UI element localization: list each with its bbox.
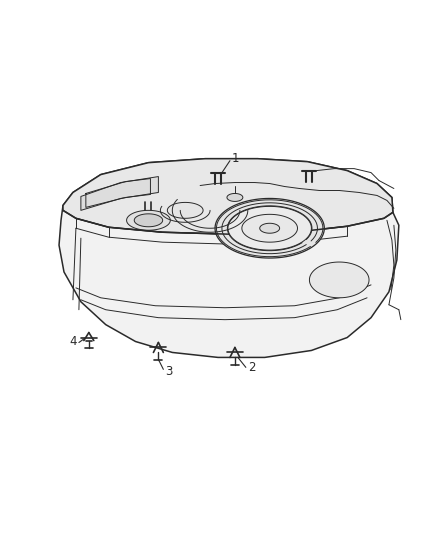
Polygon shape [227, 193, 243, 201]
Polygon shape [260, 223, 279, 233]
Polygon shape [59, 159, 399, 358]
Text: 3: 3 [165, 365, 173, 378]
Text: 1: 1 [232, 152, 240, 165]
Polygon shape [134, 214, 162, 227]
Polygon shape [309, 262, 369, 298]
Polygon shape [167, 203, 203, 219]
Polygon shape [228, 206, 311, 250]
Polygon shape [81, 176, 159, 211]
Polygon shape [215, 198, 324, 258]
Text: 4: 4 [69, 335, 77, 348]
Polygon shape [127, 211, 170, 230]
Text: 2: 2 [248, 361, 255, 374]
Polygon shape [63, 159, 393, 234]
Polygon shape [242, 214, 297, 242]
